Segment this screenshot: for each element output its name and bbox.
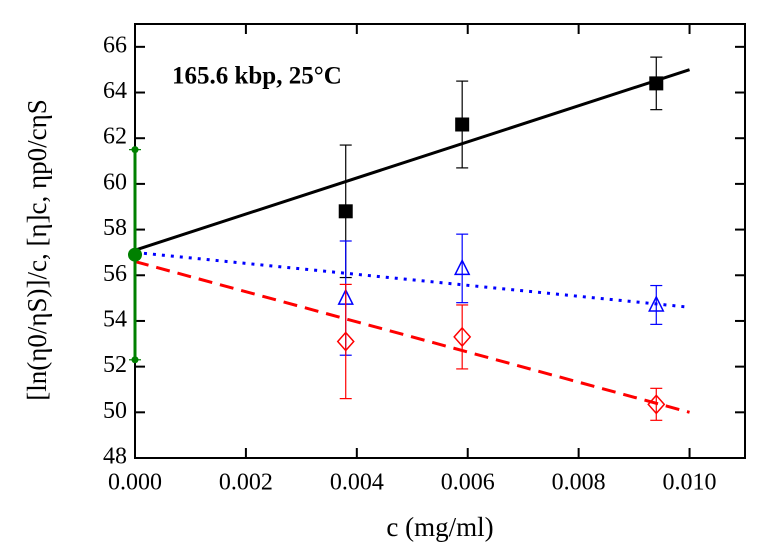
y-tick-label: 64	[103, 78, 127, 104]
marker	[338, 204, 353, 219]
y-tick-label: 66	[103, 32, 127, 58]
y-tick-label: 62	[103, 124, 127, 150]
x-tick-label: 0.006	[441, 470, 495, 496]
y-tick-label: 48	[103, 444, 127, 470]
x-axis-label: c (mg/ml)	[386, 512, 493, 542]
marker	[649, 76, 664, 91]
y-tick-label: 58	[103, 215, 127, 241]
marker	[128, 247, 142, 262]
marker	[647, 394, 666, 415]
fit-line	[134, 68, 691, 252]
x-tick-label: 0.010	[663, 470, 717, 496]
x-tick-label: 0.008	[552, 470, 606, 496]
x-tick-label: 0.002	[219, 470, 273, 496]
fit-line	[134, 250, 690, 309]
error-end	[131, 356, 139, 364]
marker	[453, 258, 471, 276]
marker	[455, 117, 470, 132]
y-axis-label: [ln(η0/ηS)]/c, [η]c, ηp0/cηS	[22, 99, 52, 401]
fit-line	[134, 260, 690, 414]
annotation: 165.6 kbp, 25°C	[172, 63, 342, 90]
marker	[453, 326, 472, 348]
y-tick-label: 54	[103, 306, 127, 332]
marker	[336, 331, 355, 352]
y-tick-label: 52	[103, 352, 127, 378]
marker	[648, 295, 665, 312]
error-end	[131, 146, 139, 154]
x-tick-label: 0.000	[108, 470, 162, 496]
y-tick-label: 60	[103, 169, 127, 195]
y-tick-label: 50	[103, 398, 127, 424]
x-tick-label: 0.004	[330, 470, 384, 496]
y-tick-label: 56	[103, 261, 127, 287]
